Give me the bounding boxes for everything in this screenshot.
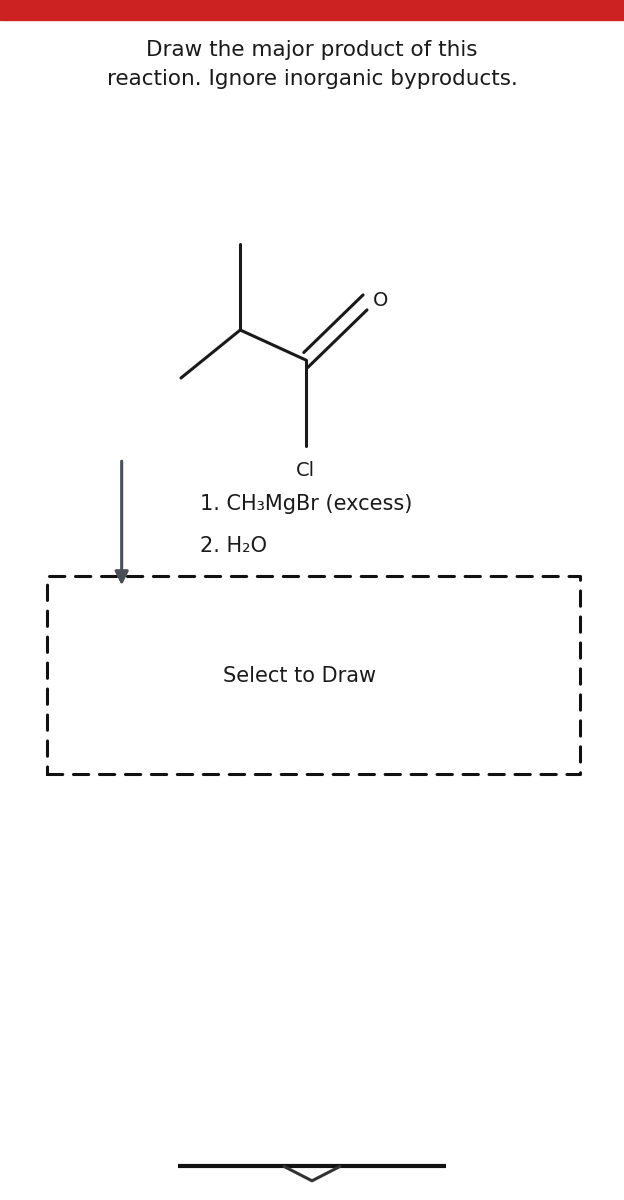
Text: Cl: Cl	[296, 461, 315, 480]
Text: reaction. Ignore inorganic byproducts.: reaction. Ignore inorganic byproducts.	[107, 70, 517, 89]
Bar	[0, 0, 624, 20]
Text: Draw the major product of this: Draw the major product of this	[146, 41, 478, 60]
Text: Select to Draw: Select to Draw	[223, 666, 376, 685]
Text: 1. CH₃MgBr (excess): 1. CH₃MgBr (excess)	[200, 494, 412, 514]
Text: O: O	[373, 290, 388, 310]
FancyArrowPatch shape	[116, 461, 127, 582]
Bar	[47, 576, 580, 774]
Text: 2. H₂O: 2. H₂O	[200, 536, 266, 556]
